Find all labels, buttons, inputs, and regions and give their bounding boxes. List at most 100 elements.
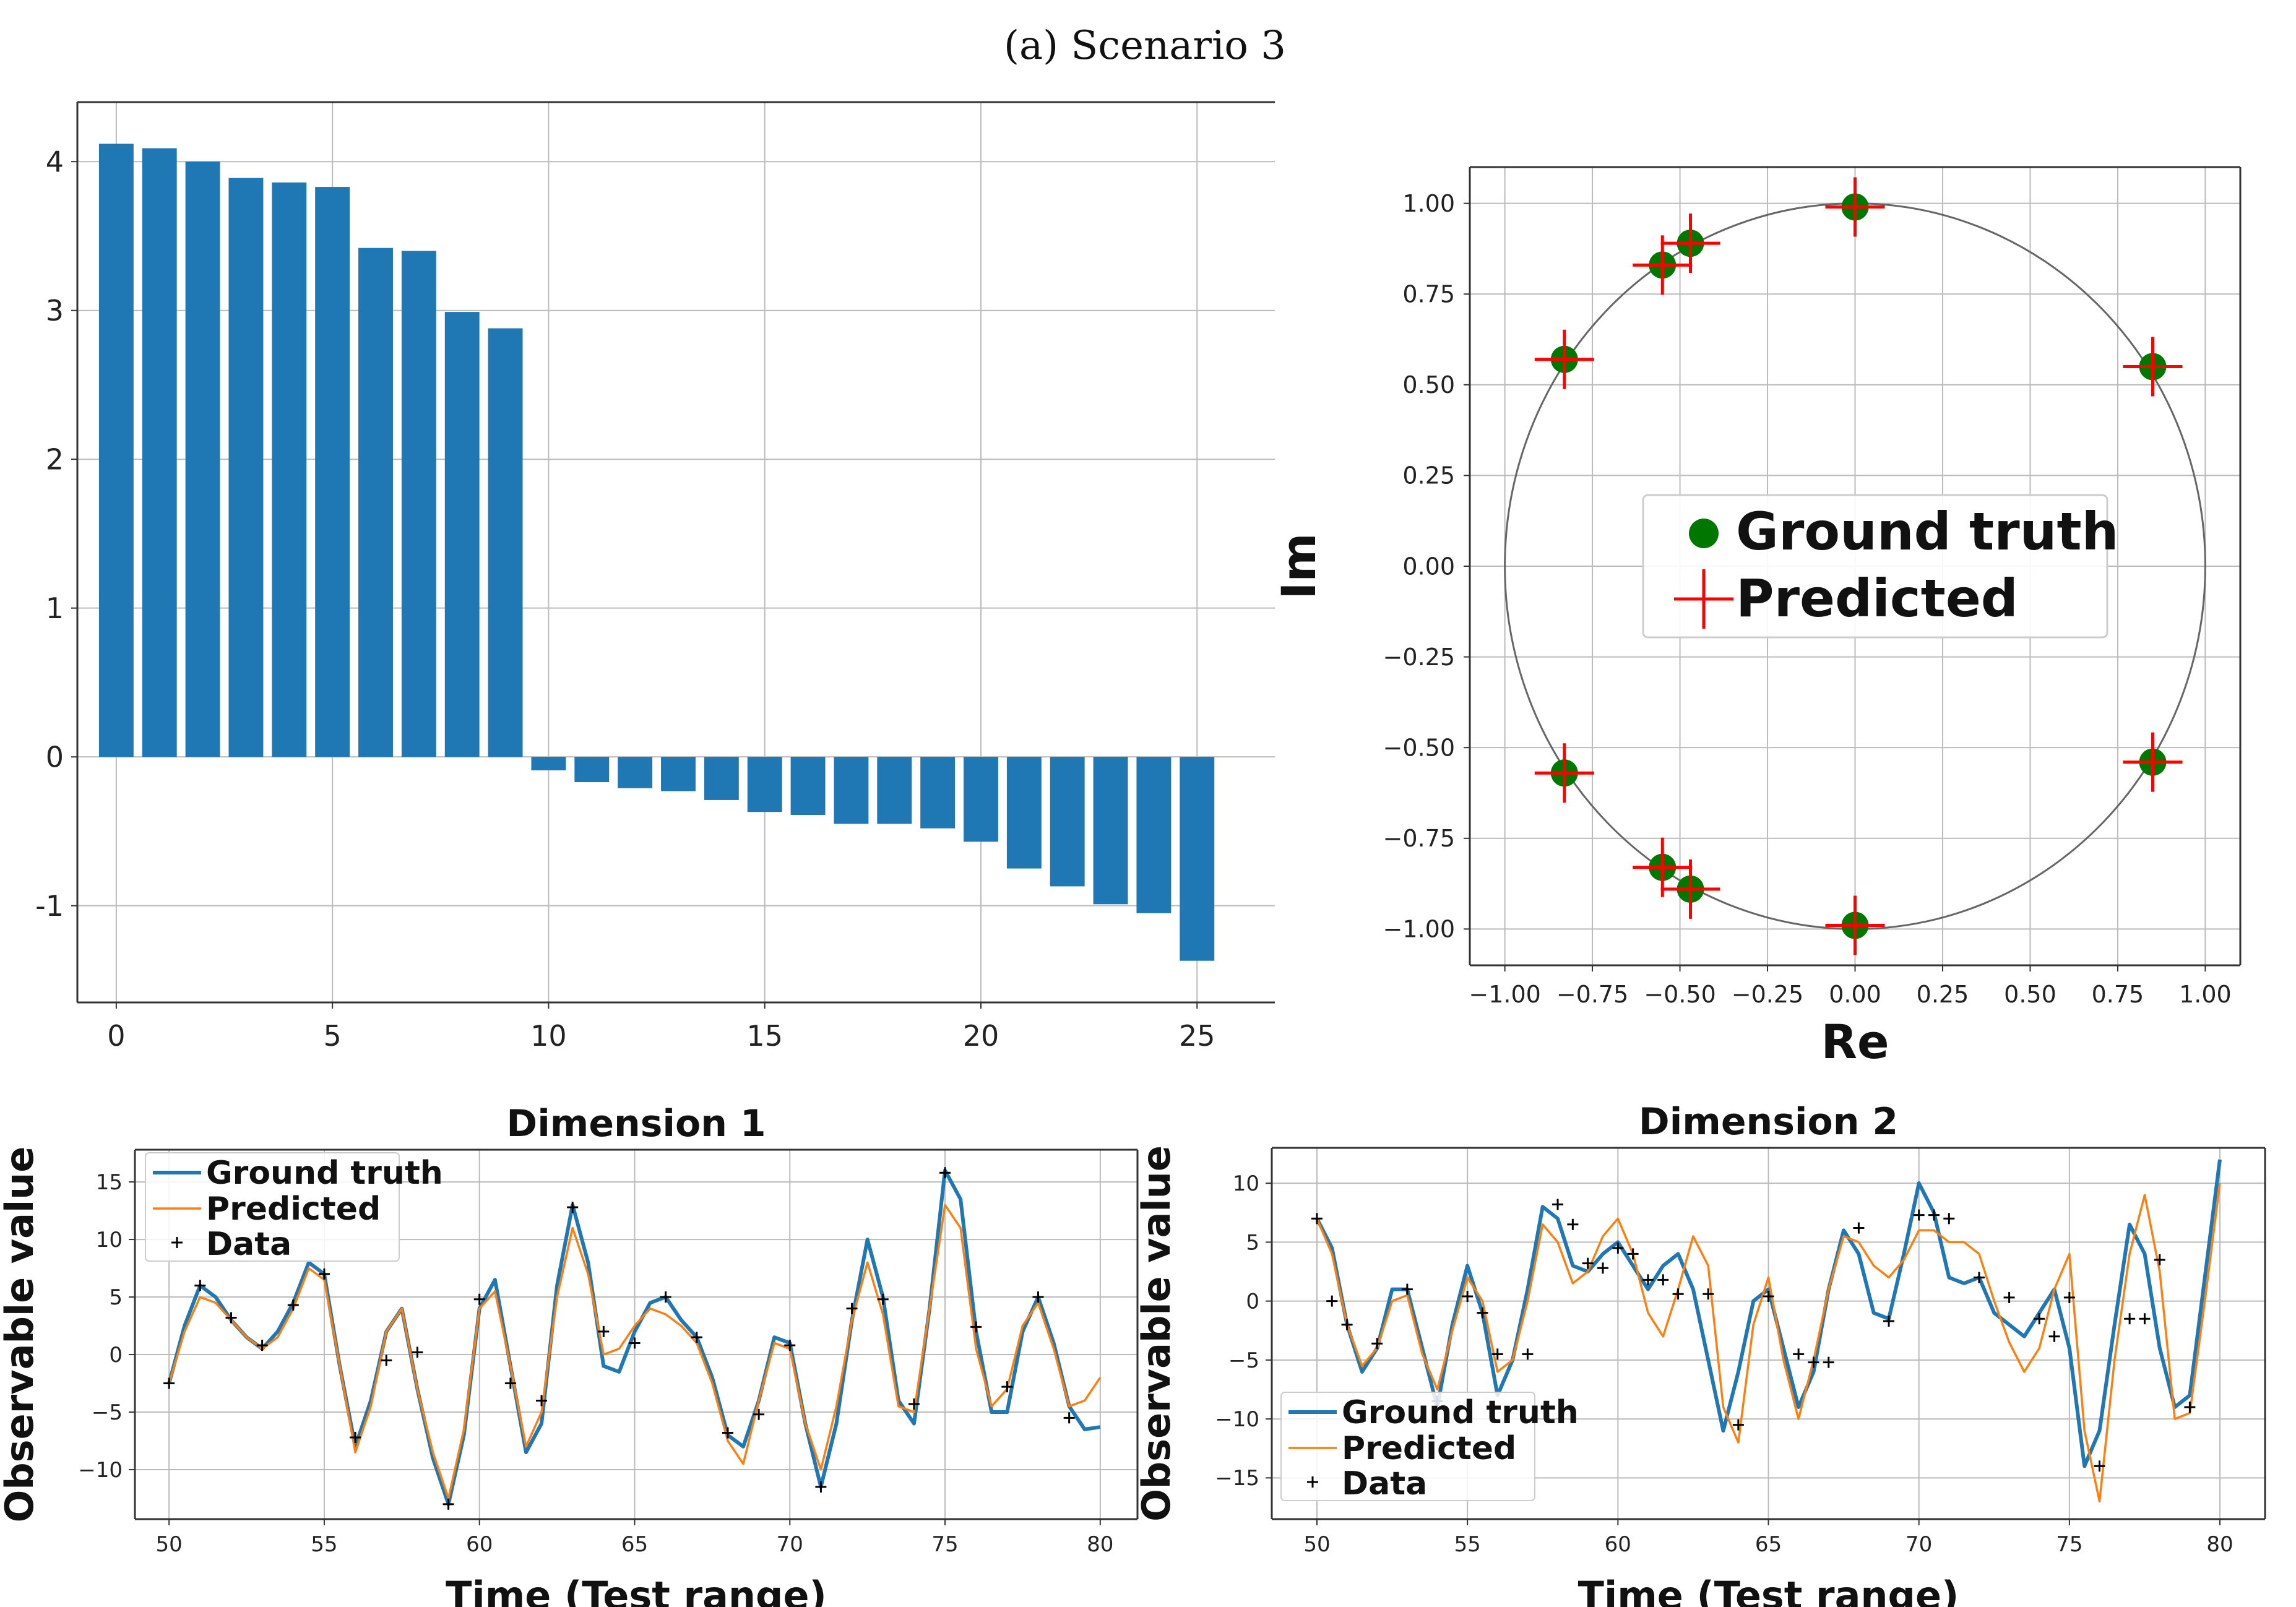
bar <box>574 757 610 783</box>
y-tick-label: 0 <box>46 740 64 773</box>
chart-title: Dimension 1 <box>506 1102 766 1145</box>
bar <box>315 187 350 757</box>
bar <box>964 757 998 842</box>
y-tick-label: 10 <box>96 1228 123 1252</box>
bar <box>444 312 480 757</box>
bar <box>272 182 307 757</box>
x-tick-label: 25 <box>1179 1019 1215 1053</box>
x-tick-label: 70 <box>777 1532 803 1557</box>
ground-truth-line <box>1315 1159 2222 1468</box>
bar <box>531 757 566 770</box>
bar <box>790 757 826 815</box>
bar <box>834 757 869 824</box>
x-tick-label: 20 <box>963 1019 999 1053</box>
x-tick-label: 80 <box>2206 1532 2233 1557</box>
y-tick-label: 0 <box>1246 1290 1259 1314</box>
scatter-chart-eigenvalues-complex-plane: −1.00 −0.75 −0.50 −0.25 0.00 0.25 0.50 0.75 1.00… <box>1271 166 2242 1069</box>
y-tick-label: 5 <box>1246 1230 1259 1255</box>
legend-box <box>1280 1392 1535 1501</box>
legend-label: Ground truth <box>206 1155 443 1192</box>
y-tick-label: 0.50 <box>1402 371 1455 399</box>
bar <box>401 251 436 757</box>
x-tick-label: 65 <box>621 1532 648 1557</box>
legend-label: Data <box>1342 1465 1427 1502</box>
bar <box>98 144 134 757</box>
bar <box>877 757 912 824</box>
y-tick-label: −10 <box>1215 1407 1259 1432</box>
y-tick-label: 10 <box>1233 1171 1259 1196</box>
predicted-line <box>168 1204 1102 1500</box>
y-tick-label: 3 <box>46 294 64 327</box>
legend-label: Ground truth <box>1736 501 2118 562</box>
x-tick-label: 15 <box>746 1019 783 1053</box>
x-tick-label: 55 <box>1454 1532 1481 1557</box>
bar <box>618 757 653 788</box>
y-tick-label: 5 <box>109 1285 123 1310</box>
bar <box>747 757 782 812</box>
x-axis-label: Time (Test range) <box>1578 1573 1959 1607</box>
legend-label: Predicted <box>1342 1430 1516 1467</box>
x-tick-label: 55 <box>311 1532 337 1557</box>
x-tick-label: 0.50 <box>2004 981 2056 1008</box>
y-tick-label: −0.50 <box>1383 734 1455 761</box>
y-tick-label: 15 <box>96 1170 123 1195</box>
legend-box <box>1642 494 2108 639</box>
x-tick-label: 1.00 <box>2179 981 2232 1008</box>
bar <box>704 757 739 800</box>
x-tick-label: 60 <box>1605 1532 1631 1557</box>
y-axis-label: Im <box>1271 533 1326 599</box>
line-chart-dimension-1: 50 55 60 65 70 75 80 −10 −5 0 5 10 15 Dimension 1 Time… <box>0 1102 1139 1607</box>
y-tick-label: 0.25 <box>1402 462 1455 489</box>
figure-caption: (a) Scenario 3 <box>1004 23 1286 69</box>
y-tick-label: −0.25 <box>1383 644 1455 671</box>
legend-label: Ground truth <box>1342 1394 1579 1431</box>
x-tick-label: 75 <box>931 1532 958 1557</box>
x-tick-label: −0.50 <box>1644 981 1716 1008</box>
x-tick-label: −0.75 <box>1556 981 1628 1008</box>
x-axis-label: Re <box>1821 1014 1889 1069</box>
y-axis-label: Observable value <box>1134 1145 1179 1522</box>
bar-chart-eigenvalues: 0 5 10 15 20 25 -1 0 1 2 3 4 <box>35 101 1275 1053</box>
y-tick-label: 1.00 <box>1402 190 1455 217</box>
bar <box>142 148 177 757</box>
x-tick-label: 80 <box>1087 1532 1113 1557</box>
x-tick-label: 0.00 <box>1829 981 1881 1008</box>
x-tick-label: 0.25 <box>1917 981 1969 1008</box>
bar <box>920 757 956 829</box>
y-tick-label: −1.00 <box>1383 916 1455 943</box>
y-tick-label: 0.75 <box>1402 281 1455 308</box>
bar <box>185 162 220 757</box>
x-tick-label: 60 <box>466 1532 493 1557</box>
y-tick-label: −5 <box>1228 1348 1259 1373</box>
bar <box>1050 757 1085 887</box>
legend-label: Predicted <box>206 1191 381 1228</box>
y-tick-label: 2 <box>46 442 64 476</box>
x-axis-label: Time (Test range) <box>446 1573 827 1607</box>
legend-label: Data <box>206 1226 291 1263</box>
y-tick-label: 1 <box>46 592 64 625</box>
x-tick-label: 70 <box>1905 1532 1932 1557</box>
y-axis-label: Observable value <box>0 1147 42 1523</box>
x-tick-label: −1.00 <box>1469 981 1540 1008</box>
x-tick-label: 50 <box>1303 1532 1330 1557</box>
y-tick-label: −5 <box>92 1400 123 1425</box>
bar <box>1180 757 1215 961</box>
predicted-line <box>1316 1183 2221 1503</box>
legend-label: Predicted <box>1736 568 2018 629</box>
x-tick-label: −0.25 <box>1732 981 1803 1008</box>
x-tick-label: 65 <box>1755 1532 1782 1557</box>
x-tick-label: 50 <box>156 1532 183 1557</box>
x-tick-label: 5 <box>324 1019 342 1053</box>
line-chart-dimension-2: 50 55 60 65 70 75 80 −15 −10 −5 0 5 10 Dimension 2 Tim… <box>1134 1100 2266 1607</box>
legend-ground-truth-marker <box>1689 519 1719 548</box>
bar <box>488 328 523 757</box>
x-tick-label: 0 <box>107 1019 125 1053</box>
legend-box <box>145 1152 400 1262</box>
bar <box>358 248 393 757</box>
y-tick-label: 4 <box>46 145 64 178</box>
bar <box>1006 757 1042 869</box>
